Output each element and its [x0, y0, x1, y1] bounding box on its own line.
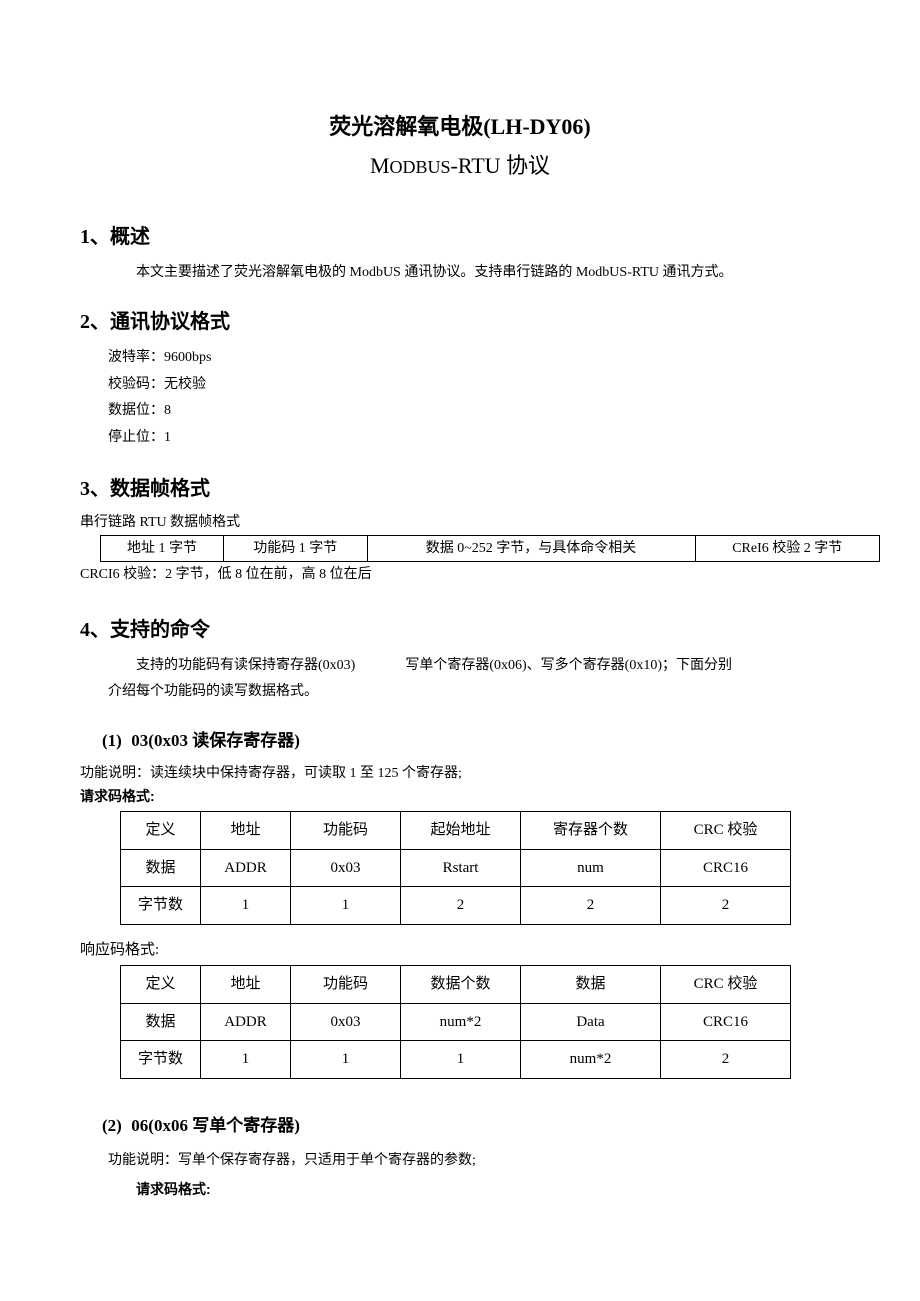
- sub2-title: 06(0x06 写单个寄存器): [131, 1116, 300, 1135]
- cell: 数据: [121, 1003, 201, 1041]
- s4-pc: 介绍每个功能码的读写数据格式。: [108, 684, 318, 699]
- section-3-sep: 、: [90, 478, 110, 500]
- section-1-num: 1: [80, 226, 90, 248]
- frame-col-crc: CReI6 校验 2 字节: [695, 535, 880, 561]
- protocol-baud: 波特率：9600bps: [108, 345, 840, 372]
- cell: 0x03: [291, 849, 401, 887]
- sub1-title: 03(0x03 读保存寄存器): [131, 731, 300, 750]
- cell: 功能码: [291, 966, 401, 1004]
- cell: 字节数: [121, 1041, 201, 1079]
- frame-col-func: 功能码 1 字节: [224, 535, 368, 561]
- sub2-desc: 功能说明：写单个保存寄存器，只适用于单个寄存器的参数;: [108, 1148, 840, 1173]
- sub2-req-label: 请求码格式:: [136, 1177, 840, 1202]
- section-2-text: 通讯协议格式: [110, 311, 230, 333]
- frame-after-note: CRCI6 校验：2 字节，低 8 位在前，高 8 位在后: [80, 564, 840, 585]
- table-row: 定义 地址 功能码 数据个数 数据 CRC 校验: [121, 966, 791, 1004]
- protocol-parity: 校验码：无校验: [108, 372, 840, 399]
- section-1-heading: 1、概述: [80, 222, 840, 252]
- cell: 起始地址: [401, 812, 521, 850]
- frame-col-data: 数据 0~252 字节，与具体命令相关: [367, 535, 695, 561]
- cell: 2: [401, 887, 521, 925]
- title-line2-a: M: [370, 153, 390, 178]
- section-3-num: 3: [80, 478, 90, 500]
- section-2-sep: 、: [90, 311, 110, 333]
- cell: CRC 校验: [661, 966, 791, 1004]
- section-4-sep: 、: [90, 619, 110, 641]
- section-1-text: 概述: [110, 226, 150, 248]
- cell: 1: [201, 1041, 291, 1079]
- cell: 地址: [201, 812, 291, 850]
- section-1-sep: 、: [90, 226, 110, 248]
- sub1-req-label: 请求码格式:: [80, 786, 840, 807]
- cell: Rstart: [401, 849, 521, 887]
- cell: ADDR: [201, 849, 291, 887]
- cell: 2: [661, 1041, 791, 1079]
- section-1-para: 本文主要描述了荧光溶解氧电极的 ModbUS 通讯协议。支持串行链路的 Modb…: [108, 260, 840, 285]
- sub1-num: (1): [102, 731, 122, 750]
- frame-pre-label: 串行链路 RTU 数据帧格式: [80, 512, 840, 533]
- cell: 2: [521, 887, 661, 925]
- frame-col-addr: 地址 1 字节: [101, 535, 224, 561]
- frame-table: 地址 1 字节 功能码 1 字节 数据 0~252 字节，与具体命令相关 CRe…: [100, 535, 880, 562]
- section-4-para-a: 支持的功能码有读保持寄存器(0x03) 写单个寄存器(0x06)、写多个寄存器(0…: [108, 653, 732, 680]
- section-3-text: 数据帧格式: [110, 478, 210, 500]
- table-row: 字节数 1 1 1 num*2 2: [121, 1041, 791, 1079]
- sub1-req-table: 定义 地址 功能码 起始地址 寄存器个数 CRC 校验 数据 ADDR 0x03…: [120, 811, 791, 925]
- section-4-num: 4: [80, 619, 90, 641]
- cell: ADDR: [201, 1003, 291, 1041]
- cell: num*2: [521, 1041, 661, 1079]
- section-2-heading: 2、通讯协议格式: [80, 307, 840, 337]
- cell: CRC16: [661, 849, 791, 887]
- cell: CRC16: [661, 1003, 791, 1041]
- subsection-1-heading: (1) 03(0x03 读保存寄存器): [102, 728, 840, 754]
- cell: CRC 校验: [661, 812, 791, 850]
- cell: 数据: [121, 849, 201, 887]
- cell: 数据个数: [401, 966, 521, 1004]
- cell: 2: [661, 887, 791, 925]
- section-4-heading: 4、支持的命令: [80, 615, 840, 645]
- cell: 1: [291, 1041, 401, 1079]
- sub1-resp-table: 定义 地址 功能码 数据个数 数据 CRC 校验 数据 ADDR 0x03 nu…: [120, 965, 791, 1079]
- cell: num: [521, 849, 661, 887]
- cell: 数据: [521, 966, 661, 1004]
- sub1-desc: 功能说明：读连续块中保持寄存器，可读取 1 至 125 个寄存器;: [80, 763, 840, 784]
- cell: 功能码: [291, 812, 401, 850]
- table-row: 数据 ADDR 0x03 Rstart num CRC16: [121, 849, 791, 887]
- title-line1: 荧光溶解氧电极(LH-DY06): [80, 110, 840, 143]
- cell: 1: [291, 887, 401, 925]
- sub1-resp-label: 响应码格式:: [80, 939, 840, 962]
- cell: 字节数: [121, 887, 201, 925]
- section-4-para: 支持的功能码有读保持寄存器(0x03) 写单个寄存器(0x06)、写多个寄存器(0…: [108, 653, 840, 706]
- s4-pa: 支持的功能码有读保持寄存器(0x03): [136, 658, 355, 673]
- table-row: 数据 ADDR 0x03 num*2 Data CRC16: [121, 1003, 791, 1041]
- title-block: 荧光溶解氧电极(LH-DY06) MODBUS-RTU 协议: [80, 110, 840, 182]
- section-2-num: 2: [80, 311, 90, 333]
- section-3-heading: 3、数据帧格式: [80, 474, 840, 504]
- title-line2-b: ODBUS: [390, 157, 451, 177]
- cell: 定义: [121, 966, 201, 1004]
- cell: 1: [201, 887, 291, 925]
- cell: 1: [401, 1041, 521, 1079]
- cell: Data: [521, 1003, 661, 1041]
- cell: 定义: [121, 812, 201, 850]
- section-2-list: 波特率：9600bps 校验码：无校验 数据位：8 停止位：1: [108, 345, 840, 451]
- section-4-text: 支持的命令: [110, 619, 210, 641]
- protocol-stopbits: 停止位：1: [108, 425, 840, 452]
- s4-pb: 写单个寄存器(0x06)、写多个寄存器(0x10)；下面分别: [405, 658, 732, 673]
- table-row: 定义 地址 功能码 起始地址 寄存器个数 CRC 校验: [121, 812, 791, 850]
- cell: 地址: [201, 966, 291, 1004]
- table-row: 字节数 1 1 2 2 2: [121, 887, 791, 925]
- frame-table-row: 地址 1 字节 功能码 1 字节 数据 0~252 字节，与具体命令相关 CRe…: [101, 535, 880, 561]
- protocol-databits: 数据位：8: [108, 398, 840, 425]
- cell: num*2: [401, 1003, 521, 1041]
- title-line2-c: -RTU 协议: [451, 153, 551, 178]
- cell: 0x03: [291, 1003, 401, 1041]
- title-line2: MODBUS-RTU 协议: [80, 149, 840, 182]
- sub2-num: (2): [102, 1116, 122, 1135]
- subsection-2-heading: (2) 06(0x06 写单个寄存器): [102, 1113, 840, 1139]
- cell: 寄存器个数: [521, 812, 661, 850]
